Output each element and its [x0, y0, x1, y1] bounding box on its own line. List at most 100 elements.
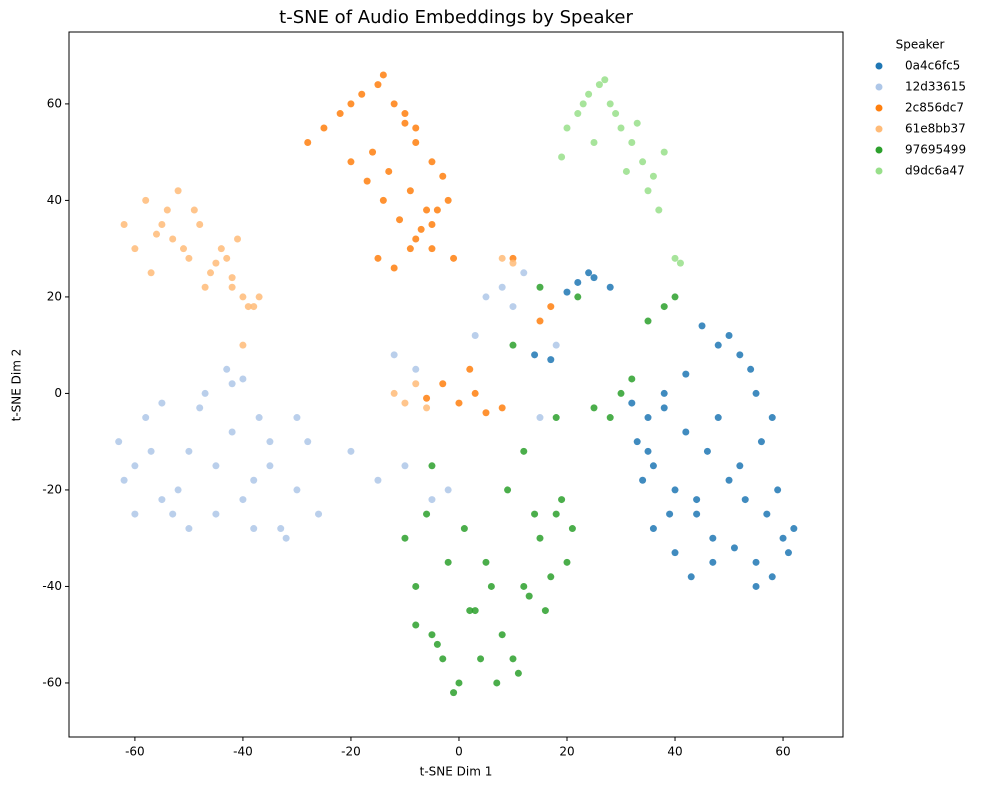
point: [223, 365, 231, 373]
point: [509, 341, 517, 349]
legend-label: 2c856dc7: [905, 101, 964, 115]
legend-label: 97695499: [905, 143, 966, 157]
point: [504, 486, 512, 494]
point: [379, 196, 387, 204]
point: [498, 404, 506, 412]
point: [563, 558, 571, 566]
point: [471, 607, 479, 615]
point: [444, 196, 452, 204]
point: [147, 447, 155, 455]
legend-marker: [875, 125, 883, 133]
point: [525, 592, 533, 600]
point: [509, 259, 517, 267]
point: [633, 438, 641, 446]
point: [304, 438, 312, 446]
point: [595, 81, 603, 89]
point: [628, 399, 636, 407]
point: [385, 167, 393, 175]
x-tick-label: -20: [341, 745, 361, 759]
point: [520, 447, 528, 455]
point: [412, 621, 420, 629]
x-tick-label: 40: [667, 745, 682, 759]
legend-label: 0a4c6fc5: [905, 59, 960, 73]
x-axis-label: t-SNE Dim 1: [420, 765, 493, 779]
point: [196, 404, 204, 412]
point: [347, 447, 355, 455]
point: [568, 525, 576, 533]
point: [547, 356, 555, 364]
point: [212, 259, 220, 267]
point: [217, 245, 225, 253]
point: [671, 549, 679, 557]
legend-marker: [875, 83, 883, 91]
point: [574, 110, 582, 118]
point: [277, 525, 285, 533]
point: [455, 679, 463, 687]
point: [644, 447, 652, 455]
point: [390, 389, 398, 397]
point: [304, 139, 312, 147]
point: [655, 206, 663, 214]
point: [250, 303, 258, 311]
point: [579, 100, 587, 108]
point: [174, 486, 182, 494]
point: [239, 496, 247, 504]
point: [536, 414, 544, 422]
point: [169, 510, 177, 518]
point: [617, 389, 625, 397]
point: [628, 375, 636, 383]
point: [201, 283, 209, 291]
point: [714, 414, 722, 422]
point: [142, 414, 150, 422]
legend-label: 12d33615: [905, 80, 966, 94]
point: [682, 428, 690, 436]
point: [714, 341, 722, 349]
point: [347, 158, 355, 166]
point: [439, 172, 447, 180]
point: [423, 404, 431, 412]
y-tick-label: -40: [42, 579, 62, 593]
legend-label: 61e8bb37: [905, 122, 966, 136]
point: [163, 206, 171, 214]
point: [531, 510, 539, 518]
point: [644, 317, 652, 325]
point: [428, 631, 436, 639]
legend-marker: [875, 146, 883, 154]
point: [239, 341, 247, 349]
point: [628, 139, 636, 147]
legend-title: Speaker: [896, 38, 945, 52]
point: [363, 177, 371, 185]
point: [423, 394, 431, 402]
point: [660, 303, 668, 311]
point: [401, 534, 409, 542]
point: [390, 351, 398, 359]
point: [466, 365, 474, 373]
point: [709, 558, 717, 566]
point: [639, 476, 647, 484]
chart-title: t-SNE of Audio Embeddings by Speaker: [279, 7, 633, 28]
point: [477, 655, 485, 663]
point: [433, 206, 441, 214]
point: [482, 409, 490, 417]
point: [682, 370, 690, 378]
point: [676, 259, 684, 267]
point: [396, 216, 404, 224]
point: [552, 414, 560, 422]
point: [212, 462, 220, 470]
point: [153, 230, 161, 238]
point: [563, 124, 571, 132]
point: [671, 293, 679, 301]
point: [660, 404, 668, 412]
point: [293, 414, 301, 422]
point: [644, 414, 652, 422]
point: [406, 245, 414, 253]
point: [552, 510, 560, 518]
point: [471, 389, 479, 397]
point: [401, 110, 409, 118]
y-axis-label: t-SNE Dim 2: [10, 349, 24, 422]
y-tick-label: -20: [42, 482, 62, 496]
point: [552, 341, 560, 349]
point: [471, 332, 479, 340]
point: [606, 100, 614, 108]
point: [196, 221, 204, 229]
